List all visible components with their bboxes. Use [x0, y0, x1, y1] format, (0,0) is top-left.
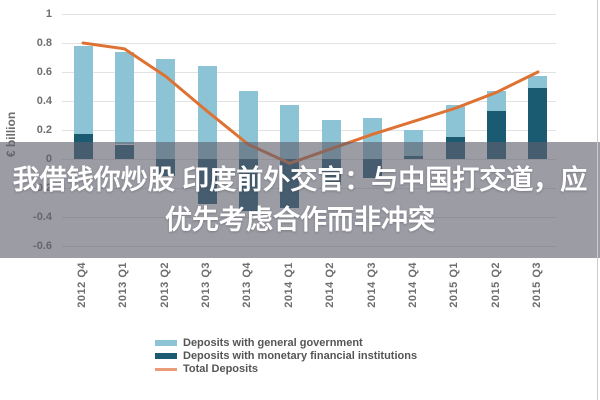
x-tick-label: 2015 Q1: [448, 262, 461, 308]
legend-swatch-bar: [155, 340, 177, 346]
legend-item: Deposits with monetary financial institu…: [155, 350, 417, 362]
x-tick-label: 2014 Q1: [282, 262, 295, 308]
x-tick-label: 2013 Q2: [158, 262, 171, 308]
image-right-border: [597, 0, 598, 400]
x-tick-label: 2014 Q3: [365, 262, 378, 308]
x-tick-label: 2013 Q4: [241, 262, 254, 308]
legend-item: Deposits with general government: [155, 337, 417, 349]
x-tick-label: 2014 Q4: [406, 262, 419, 308]
x-tick-label: 2013 Q1: [117, 262, 130, 308]
legend-item: Total Deposits: [155, 363, 417, 375]
x-tick-label: 2015 Q2: [489, 262, 502, 308]
y-tick-label: 0.2: [36, 124, 52, 136]
x-tick-label: 2014 Q2: [324, 262, 337, 308]
legend-label: Deposits with monetary financial institu…: [183, 350, 418, 362]
headline-line-1: 我借钱你炒股 印度前外交官：与中国打交道，应: [12, 165, 588, 195]
y-tick-label: 1: [45, 8, 52, 20]
x-tick-label: 2015 Q3: [530, 262, 543, 308]
legend-swatch-bar: [155, 353, 177, 359]
y-tick-label: 0.4: [36, 95, 52, 107]
legend-label: Total Deposits: [183, 363, 258, 375]
legend: Deposits with general government Deposits…: [155, 337, 417, 375]
y-gridline: [62, 13, 556, 15]
legend-swatch-total-deposits: [155, 367, 177, 371]
legend-label: Deposits with general government: [183, 337, 363, 349]
x-tick-label: 2012 Q4: [76, 262, 88, 308]
headline-line-2: 优先考虑合作而非冲突: [165, 205, 435, 235]
x-tick-label: 2013 Q3: [200, 262, 213, 308]
y-tick-label: 0.8: [36, 37, 52, 49]
y-tick-label: 0.6: [36, 66, 52, 78]
headline-overlay: 我借钱你炒股 印度前外交官：与中国打交道，应 优先考虑合作而非冲突: [0, 142, 600, 258]
